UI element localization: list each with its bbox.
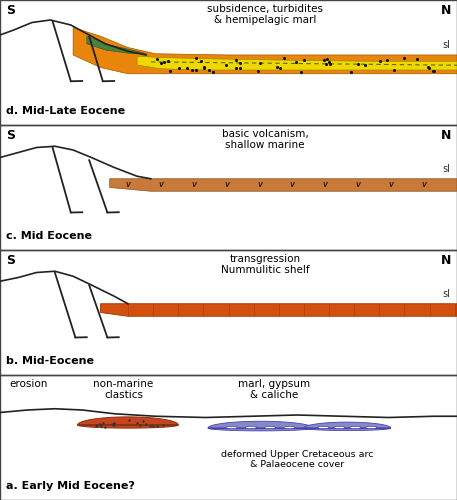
Point <box>257 58 264 66</box>
Text: non-marine
clastics: non-marine clastics <box>93 379 154 400</box>
Ellipse shape <box>284 426 295 428</box>
Text: b. Mid-Eocene: b. Mid-Eocene <box>6 356 94 366</box>
Ellipse shape <box>245 426 256 428</box>
Ellipse shape <box>265 426 276 428</box>
Polygon shape <box>78 417 178 428</box>
Point <box>200 64 207 72</box>
Point <box>183 64 190 72</box>
Point <box>166 68 174 76</box>
Point <box>157 59 165 67</box>
Text: subsidence, turbidites
& hemipelagic marl: subsidence, turbidites & hemipelagic mar… <box>207 4 323 26</box>
Text: v: v <box>126 180 130 189</box>
Point <box>391 66 398 74</box>
Point <box>254 68 261 76</box>
Text: N: N <box>441 4 451 16</box>
Text: N: N <box>441 128 451 142</box>
Text: v: v <box>323 180 328 189</box>
Text: v: v <box>159 180 163 189</box>
Text: v: v <box>422 180 426 189</box>
Text: sl: sl <box>442 40 450 50</box>
Point <box>325 58 332 66</box>
Point <box>347 68 355 76</box>
Point <box>425 63 432 71</box>
Text: S: S <box>6 128 15 142</box>
Point <box>223 62 230 70</box>
Point <box>193 54 200 62</box>
Point <box>188 66 195 74</box>
Ellipse shape <box>366 426 377 428</box>
Point <box>153 54 160 62</box>
Ellipse shape <box>226 426 237 428</box>
Text: marl, gypsum
& caliche: marl, gypsum & caliche <box>238 379 310 400</box>
Text: erosion: erosion <box>9 379 48 389</box>
Point <box>201 62 208 70</box>
Text: a. Early Mid Eocene?: a. Early Mid Eocene? <box>6 481 135 491</box>
Text: transgression
Nummulitic shelf: transgression Nummulitic shelf <box>221 254 309 276</box>
Text: S: S <box>6 4 15 16</box>
Point <box>276 64 283 72</box>
Text: sl: sl <box>442 289 450 298</box>
Point <box>431 67 438 75</box>
Point <box>197 57 204 65</box>
Polygon shape <box>137 56 457 70</box>
Point <box>232 64 239 72</box>
Point <box>322 60 329 68</box>
Point <box>326 60 334 68</box>
Polygon shape <box>304 422 391 430</box>
Point <box>400 54 408 62</box>
Text: c. Mid Eocene: c. Mid Eocene <box>6 231 92 241</box>
Ellipse shape <box>350 426 361 428</box>
Text: basic volcanism,
shallow marine: basic volcanism, shallow marine <box>222 128 308 150</box>
Point <box>298 68 305 76</box>
Text: v: v <box>191 180 196 189</box>
Polygon shape <box>110 179 457 191</box>
Point <box>273 63 281 71</box>
Text: S: S <box>6 254 15 267</box>
Text: deformed Upper Cretaceous arc
& Palaeocene cover: deformed Upper Cretaceous arc & Palaeoce… <box>221 450 373 469</box>
Point <box>383 56 391 64</box>
Text: v: v <box>290 180 295 189</box>
Point <box>164 57 171 65</box>
Text: v: v <box>356 180 361 189</box>
Point <box>193 66 200 74</box>
Point <box>354 60 361 68</box>
Polygon shape <box>73 28 457 74</box>
Point <box>161 58 168 66</box>
Point <box>236 59 244 67</box>
Point <box>281 54 288 62</box>
Text: v: v <box>257 180 262 189</box>
Polygon shape <box>101 304 457 316</box>
Text: N: N <box>441 254 451 267</box>
Point <box>425 64 432 72</box>
Point <box>233 56 240 64</box>
Point <box>206 66 213 74</box>
Point <box>209 68 217 76</box>
Text: d. Mid-Late Eocene: d. Mid-Late Eocene <box>6 106 125 116</box>
Ellipse shape <box>318 426 329 428</box>
Ellipse shape <box>334 426 345 428</box>
Text: sl: sl <box>442 164 450 174</box>
Point <box>320 56 328 64</box>
Text: v: v <box>224 180 229 189</box>
Point <box>361 60 368 68</box>
Polygon shape <box>87 36 146 54</box>
Point <box>236 64 244 72</box>
Point <box>176 64 183 72</box>
Point <box>377 57 384 65</box>
Point <box>413 55 420 63</box>
Point <box>292 58 299 66</box>
Point <box>323 55 330 63</box>
Polygon shape <box>208 422 313 431</box>
Point <box>430 67 437 75</box>
Text: v: v <box>389 180 393 189</box>
Point <box>301 56 308 64</box>
